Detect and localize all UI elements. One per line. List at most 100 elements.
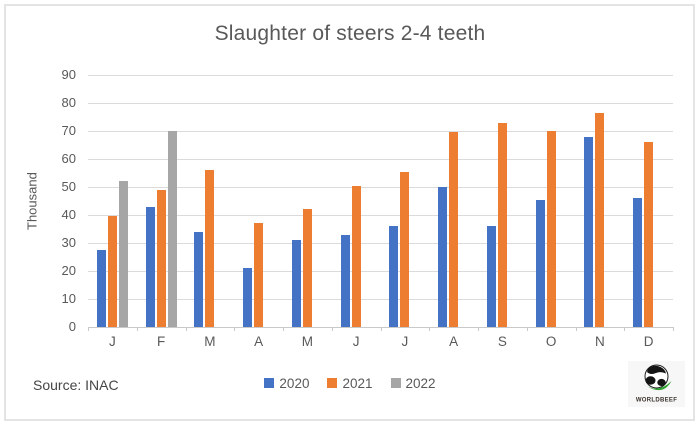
x-axis-tick-1 (136, 327, 138, 331)
x-tick-label-1: J (109, 334, 116, 349)
x-tick-label-4: A (254, 334, 264, 349)
legend-swatch-2020 (264, 378, 275, 388)
bar-group-10 (527, 75, 576, 327)
bar-group-6 (332, 75, 381, 327)
bar-2021-4 (254, 223, 264, 327)
gridline-10 (88, 299, 673, 300)
y-tick-label-80: 80 (61, 95, 76, 110)
y-tick-label-20: 20 (61, 263, 76, 278)
y-tick-label-0: 0 (68, 319, 76, 334)
gridline-70 (88, 131, 673, 132)
x-axis-tick-12 (673, 327, 674, 331)
legend-label-2020: 2020 (279, 375, 310, 391)
bar-group-1 (88, 75, 137, 327)
x-axis-tick-8 (478, 327, 479, 331)
x-tick-label-8: A (449, 334, 459, 349)
bar-2020-2 (145, 206, 155, 327)
chart-title: Slaughter of steers 2-4 teeth (214, 22, 486, 45)
x-tick-label-7: J (401, 334, 409, 349)
bar-group-3 (186, 75, 235, 327)
bar-2021-10 (546, 131, 556, 327)
x-axis-tick-6 (380, 327, 382, 331)
bar-2022-1 (118, 181, 128, 327)
y-tick-label-10: 10 (61, 291, 76, 306)
x-tick-label-10: O (545, 334, 557, 349)
x-axis-tick-0 (88, 327, 89, 331)
y-tick-label-30: 30 (61, 235, 76, 250)
bar-group-4 (234, 75, 283, 327)
y-tick-label-50: 50 (61, 179, 76, 194)
bar-2021-2 (156, 189, 166, 327)
x-axis-tick-10 (575, 327, 577, 331)
x-tick-label-6: J (352, 334, 360, 349)
bar-group-5 (283, 75, 332, 327)
legend-swatch-2022 (390, 378, 401, 388)
source-label: Source: INAC (33, 377, 119, 393)
gridline-40 (88, 215, 673, 216)
x-tick-label-5: M (301, 334, 313, 349)
bar-2021-7 (400, 171, 410, 327)
legend-label-2022: 2022 (405, 375, 436, 391)
bar-group-8 (429, 75, 478, 327)
x-axis-tick-2 (185, 327, 187, 331)
y-tick-label-90: 90 (61, 67, 76, 82)
legend-item-2022: 2022 (390, 375, 436, 391)
gridline-20 (88, 271, 673, 272)
x-tick-label-11: N (595, 334, 605, 349)
bar-2021-5 (302, 209, 312, 327)
bar-2020-7 (389, 226, 399, 327)
bar-2021-11 (595, 112, 605, 327)
legend-item-2021: 2021 (327, 375, 373, 391)
legend: 2020 2021 2022 (0, 374, 700, 392)
legend-swatch-2021 (327, 378, 338, 388)
x-tick-label-2: F (157, 334, 166, 349)
x-axis-tick-4 (283, 327, 284, 331)
bar-2020-1 (96, 250, 106, 327)
x-axis-tick-7 (429, 327, 431, 331)
bar-2021-1 (107, 216, 117, 327)
bar-group-9 (478, 75, 527, 327)
x-axis-tick-11 (624, 327, 626, 331)
legend-label-2021: 2021 (342, 375, 373, 391)
bar-group-2 (137, 75, 186, 327)
x-axis-tick-5 (331, 327, 333, 331)
x-tick-label-3: M (204, 334, 216, 349)
gridline-30 (88, 243, 673, 244)
x-axis-tick-3 (234, 327, 236, 331)
x-axis-tick-9 (526, 327, 528, 331)
y-tick-label-40: 40 (61, 207, 76, 222)
bar-2020-3 (194, 231, 204, 327)
gridline-60 (88, 159, 673, 160)
gridline-80 (88, 103, 673, 104)
bar-groups (88, 75, 673, 327)
bar-2020-4 (243, 268, 253, 327)
y-tick-label-70: 70 (61, 123, 76, 138)
world-globe-icon: WORLDBEEF (628, 361, 685, 407)
legend-item-2020: 2020 (264, 376, 309, 391)
bar-2020-5 (291, 240, 301, 327)
publisher-logo: WORLDBEEF (628, 361, 685, 407)
bar-2020-11 (584, 136, 594, 327)
bar-2022-2 (167, 131, 177, 327)
bar-2021-9 (497, 122, 507, 327)
bar-2020-10 (535, 199, 545, 327)
bar-2021-3 (205, 170, 215, 327)
x-tick-label-12: D (643, 334, 654, 349)
bar-2020-6 (340, 234, 350, 327)
y-axis-title: Thousand (24, 172, 40, 230)
bar-group-12 (624, 75, 673, 327)
bar-2021-8 (449, 132, 459, 327)
bar-2020-12 (633, 198, 643, 327)
bar-2020-9 (486, 226, 496, 327)
bar-2021-12 (644, 142, 654, 327)
bar-2020-8 (438, 187, 448, 327)
x-tick-label-9: S (497, 334, 507, 349)
bar-group-7 (381, 75, 430, 327)
bar-group-11 (576, 75, 625, 327)
y-tick-label-60: 60 (61, 151, 76, 166)
plot-area (88, 75, 674, 331)
bar-2021-6 (351, 185, 361, 327)
gridline-50 (88, 187, 673, 188)
